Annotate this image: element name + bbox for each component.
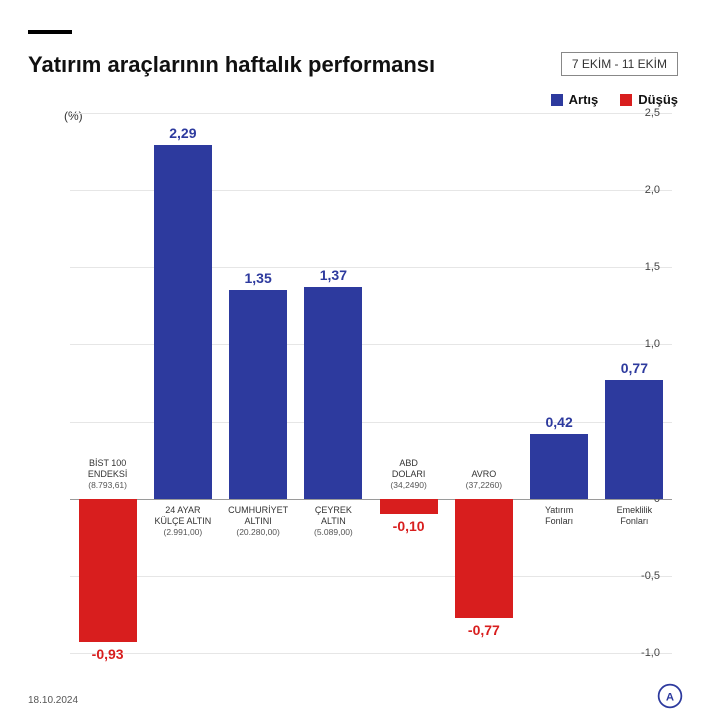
bar-rect — [605, 380, 663, 499]
bar-slot: 1,37 ÇEYREKALTIN(5.089,00) — [296, 113, 371, 653]
bar-value-label: 2,29 — [169, 125, 196, 141]
bar-slot: 0,42 YatırımFonları — [522, 113, 597, 653]
category-label: ÇEYREKALTIN(5.089,00) — [314, 505, 353, 538]
grid-line — [70, 653, 672, 654]
bar-rect — [79, 499, 137, 642]
legend-decrease-label: Düşüş — [638, 92, 678, 107]
bar-slot: 1,35 CUMHURİYETALTINI(20.280,00) — [221, 113, 296, 653]
bar-value-label: -0,10 — [393, 518, 425, 534]
svg-text:A: A — [666, 691, 674, 703]
category-label: EmeklilikFonları — [617, 505, 653, 528]
footer-date: 18.10.2024 — [28, 695, 78, 706]
header: Yatırım araçlarının haftalık performansı… — [28, 52, 678, 78]
page-title: Yatırım araçlarının haftalık performansı — [28, 52, 435, 78]
bar-chart: 2,52,01,51,00,50-0,5-1,0-0,93BİST 100END… — [70, 113, 672, 653]
bar-rect — [530, 434, 588, 499]
legend-decrease-swatch — [620, 94, 632, 106]
bar-slot: -0,93BİST 100ENDEKSİ(8.793,61) — [70, 113, 145, 653]
bar-value-label: 0,77 — [621, 360, 648, 376]
bar-value-label: 0,42 — [546, 414, 573, 430]
bar-value-label: -0,93 — [92, 646, 124, 662]
bar-rect — [455, 499, 513, 618]
bar-rect — [154, 145, 212, 498]
bars-container: -0,93BİST 100ENDEKSİ(8.793,61) 2,29 24 AYA… — [70, 113, 672, 653]
chart-wrap: (%) 2,52,01,51,00,50-0,5-1,0-0,93BİST 10… — [28, 113, 678, 653]
bar-value-label: 1,35 — [245, 270, 272, 286]
bar-slot: 2,29 24 AYARKÜLÇE ALTIN(2.991,00) — [145, 113, 220, 653]
bar-value-label: -0,77 — [468, 622, 500, 638]
bar-slot: 0,77 EmeklilikFonları — [597, 113, 672, 653]
date-range-pill: 7 EKİM - 11 EKİM — [561, 52, 678, 76]
bar-rect — [229, 290, 287, 498]
category-label: 24 AYARKÜLÇE ALTIN(2.991,00) — [154, 505, 211, 538]
category-label: ABDDOLARI(34,2490) — [390, 458, 426, 491]
legend: Artış Düşüş — [28, 92, 678, 107]
category-label: AVRO(37,2260) — [466, 469, 502, 491]
category-label: CUMHURİYETALTINI(20.280,00) — [228, 505, 288, 538]
category-label: BİST 100ENDEKSİ(8.793,61) — [88, 458, 128, 491]
legend-decrease: Düşüş — [620, 92, 678, 107]
legend-increase-label: Artış — [569, 92, 599, 107]
bar-slot: -0,77 AVRO(37,2260) — [446, 113, 521, 653]
legend-increase-swatch — [551, 94, 563, 106]
accent-bar — [28, 30, 72, 34]
agency-logo-icon: A — [656, 682, 684, 710]
category-label: YatırımFonları — [545, 505, 573, 528]
bar-slot: -0,10 ABDDOLARI(34,2490) — [371, 113, 446, 653]
legend-increase: Artış — [551, 92, 599, 107]
bar-value-label: 1,37 — [320, 267, 347, 283]
bar-rect — [380, 499, 438, 514]
bar-rect — [304, 287, 362, 498]
